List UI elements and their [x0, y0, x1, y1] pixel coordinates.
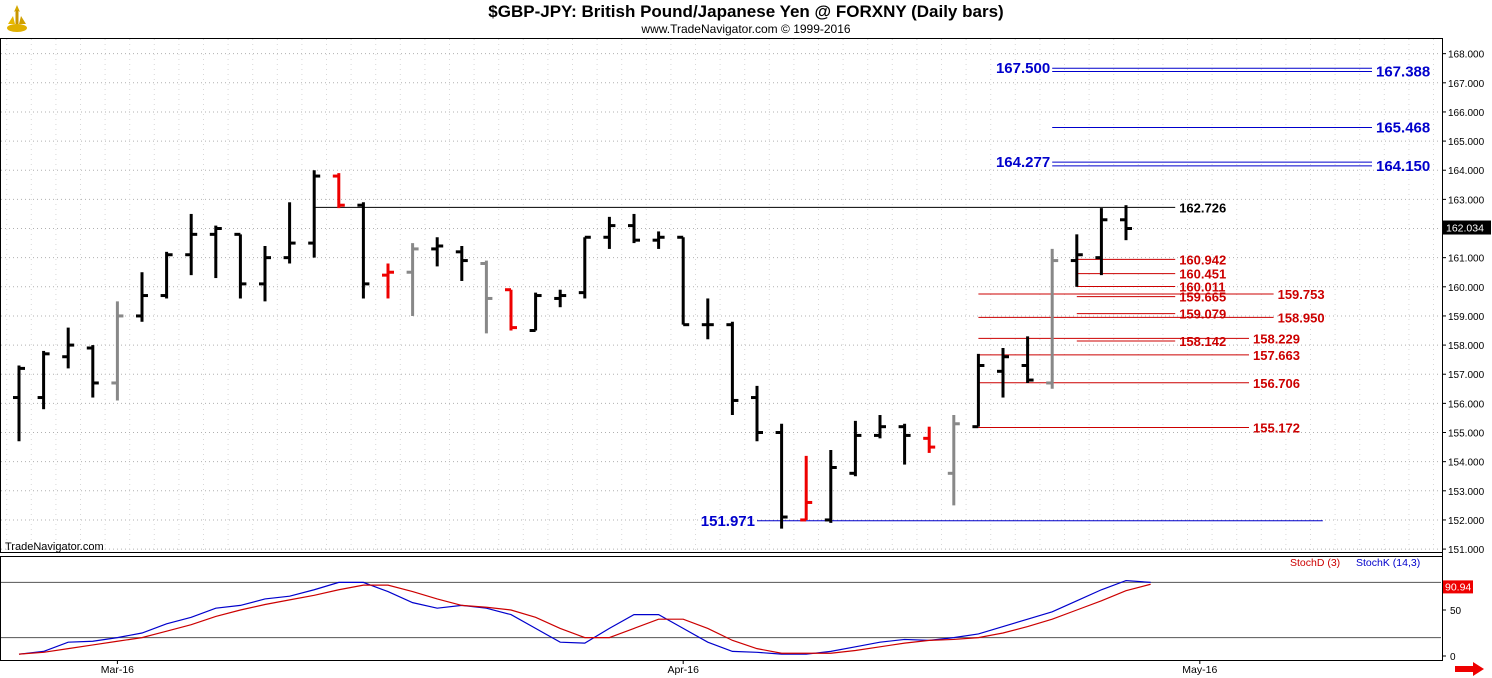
date-label: Mar-16	[101, 664, 134, 676]
level-label: 157.663	[1253, 348, 1300, 363]
oscillator-series-line	[18, 579, 1151, 655]
watermark: TradeNavigator.com	[5, 541, 104, 553]
price-axis-label: 168.000	[1448, 50, 1485, 61]
price-axis-label: 159.000	[1448, 312, 1485, 323]
price-axis-label: 156.000	[1448, 399, 1485, 410]
price-axis-label: 155.000	[1448, 429, 1485, 440]
price-axis-label: 163.000	[1448, 195, 1485, 206]
price-axis-label: 166.000	[1448, 108, 1485, 119]
price-axis-label: 158.000	[1448, 341, 1485, 352]
level-label: 160.011	[1179, 279, 1225, 294]
price-axis-label: 152.000	[1448, 516, 1485, 527]
level-label: 167.500	[996, 60, 1050, 77]
scroll-right-arrow-icon[interactable]	[1453, 662, 1485, 676]
trade-navigator-logo-icon	[4, 2, 30, 34]
oscillator-legend-entry: StochK (14,3)	[1356, 557, 1420, 569]
oscillator-axis-label: 0	[1450, 652, 1456, 663]
level-label: 158.229	[1253, 331, 1300, 346]
level-label: 155.172	[1253, 421, 1300, 436]
price-axis-label: 151.000	[1448, 545, 1485, 556]
level-label: 164.150	[1376, 158, 1430, 175]
level-label: 159.753	[1278, 287, 1325, 302]
level-label: 156.706	[1253, 376, 1300, 391]
price-axis-label: 157.000	[1448, 370, 1485, 381]
level-label: 160.451	[1179, 267, 1226, 282]
level-label: 159.665	[1179, 290, 1226, 305]
date-label: Apr-16	[667, 664, 699, 676]
price-axis-label: 153.000	[1448, 487, 1485, 498]
last-price-box	[1443, 220, 1491, 235]
oscillator-axis-label: 50	[1450, 606, 1462, 617]
price-axis-label: 154.000	[1448, 458, 1485, 469]
level-label: 158.950	[1278, 310, 1325, 325]
price-axis-label: 161.000	[1448, 254, 1485, 265]
level-label: 159.079	[1179, 307, 1226, 322]
oscillator-last-label: 90.94	[1445, 581, 1471, 593]
level-label: 162.726	[1179, 200, 1226, 215]
level-label: 167.388	[1376, 63, 1430, 80]
price-axis-label: 167.000	[1448, 79, 1485, 90]
oscillator-last-box	[1443, 580, 1473, 594]
oscillator-legend-entry: StochD (3)	[1290, 557, 1340, 569]
chart-subtitle: www.TradeNavigator.com © 1999-2016	[641, 22, 851, 36]
price-axis-label: 164.000	[1448, 166, 1485, 177]
date-label: May-16	[1182, 664, 1217, 676]
price-axis-label: 165.000	[1448, 137, 1485, 148]
level-label: 164.277	[996, 154, 1050, 171]
oscillator-series-line	[18, 583, 1151, 655]
level-label: 160.942	[1179, 252, 1226, 267]
level-label: 158.142	[1179, 334, 1226, 349]
chart-title: $GBP-JPY: British Pound/Japanese Yen @ F…	[488, 2, 1004, 21]
level-label: 165.468	[1376, 119, 1430, 136]
chart-header: $GBP-JPY: British Pound/Japanese Yen @ F…	[0, 0, 1492, 38]
level-label: 151.971	[701, 513, 755, 530]
last-price-label: 162.034	[1446, 223, 1484, 235]
price-axis-label: 160.000	[1448, 283, 1485, 294]
